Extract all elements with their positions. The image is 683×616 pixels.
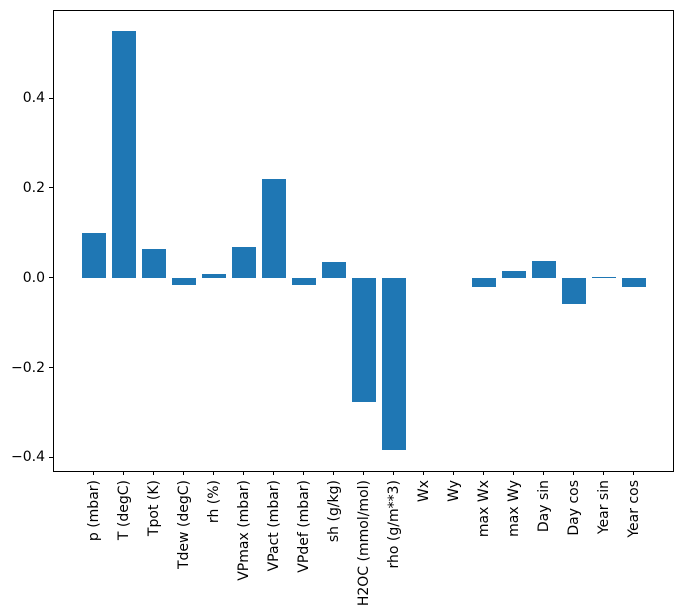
y-tick-mark [49, 456, 53, 458]
x-tick-mark [303, 471, 304, 475]
y-tick-mark [49, 277, 53, 279]
x-tick-label: Day cos [565, 480, 582, 536]
x-tick-label: Tdew (degC) [175, 480, 192, 570]
bar-vpmax-mbar [231, 246, 256, 278]
x-tick-label: sh (g/kg) [325, 480, 342, 543]
x-tick-label: VPmax (mbar) [235, 480, 252, 581]
x-tick-mark [183, 471, 184, 475]
x-tick-mark [453, 471, 454, 475]
x-tick-label: Tpot (K) [145, 480, 162, 537]
x-tick-label: max Wx [475, 480, 492, 538]
x-tick-label: rho (g/m**3) [385, 480, 402, 569]
bar-vpdef-mbar [291, 277, 316, 285]
x-tick-label: rh (%) [205, 480, 222, 524]
x-tick-label: VPdef (mbar) [295, 480, 312, 573]
bar-day-sin [531, 260, 556, 278]
bar-rh [201, 273, 226, 278]
x-tick-mark [363, 471, 364, 475]
y-tick-label: 0.0 [22, 269, 45, 286]
bar-max-wx [471, 277, 496, 287]
bar-year-cos [621, 277, 646, 287]
y-tick-mark [49, 187, 53, 189]
x-tick-mark [573, 471, 574, 475]
x-tick-mark [423, 471, 424, 475]
y-tick-label: −0.2 [11, 359, 45, 376]
x-tick-mark [273, 471, 274, 475]
bar-h2oc-mmol-mol [351, 277, 376, 402]
x-tick-label: max Wy [505, 480, 522, 537]
x-tick-label: Day sin [535, 480, 552, 533]
bar-tpot-k [141, 248, 166, 278]
x-tick-mark [543, 471, 544, 475]
bar-tdew-degc [171, 277, 196, 285]
bar-rho-g-m-3 [381, 277, 406, 450]
x-tick-label: Wx [415, 480, 432, 503]
x-tick-label: Year sin [595, 480, 612, 535]
x-tick-mark [483, 471, 484, 475]
bar-max-wy [501, 270, 526, 278]
x-tick-label: Year cos [625, 480, 642, 538]
x-tick-label: H2OC (mmol/mol) [355, 480, 372, 607]
bar-day-cos [561, 277, 586, 304]
x-tick-mark [213, 471, 214, 475]
x-tick-mark [123, 471, 124, 475]
x-tick-label: p (mbar) [85, 480, 102, 542]
x-tick-mark [333, 471, 334, 475]
y-tick-mark [49, 97, 53, 99]
x-tick-mark [93, 471, 94, 475]
bar-sh-g-kg [321, 261, 346, 278]
x-tick-mark [243, 471, 244, 475]
bar-vpact-mbar [261, 178, 286, 278]
x-tick-mark [393, 471, 394, 475]
x-tick-mark [633, 471, 634, 475]
bar-p-mbar [81, 232, 106, 278]
x-tick-mark [153, 471, 154, 475]
bar-t-degc [111, 30, 136, 278]
plot-area [53, 10, 674, 472]
y-tick-label: 0.4 [22, 90, 45, 107]
y-tick-mark [49, 367, 53, 368]
y-tick-label: −0.4 [11, 449, 45, 466]
x-tick-label: T (degC) [115, 480, 132, 541]
x-tick-mark [603, 471, 604, 475]
x-tick-mark [513, 471, 514, 475]
y-tick-label: 0.2 [22, 179, 45, 196]
bar-year-sin [591, 276, 616, 278]
x-tick-label: Wy [445, 480, 462, 502]
x-tick-label: VPact (mbar) [265, 480, 282, 572]
